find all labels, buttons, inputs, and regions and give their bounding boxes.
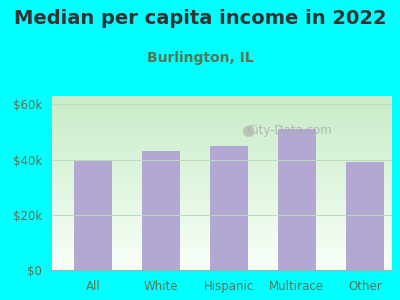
Text: Median per capita income in 2022: Median per capita income in 2022 xyxy=(14,9,386,28)
Bar xyxy=(210,146,248,270)
Bar xyxy=(346,162,384,270)
Text: Burlington, IL: Burlington, IL xyxy=(147,51,253,65)
Bar xyxy=(74,160,112,270)
Bar xyxy=(278,129,316,270)
Bar xyxy=(142,151,180,270)
Text: ●: ● xyxy=(241,123,254,138)
Text: City-Data.com: City-Data.com xyxy=(248,124,332,137)
